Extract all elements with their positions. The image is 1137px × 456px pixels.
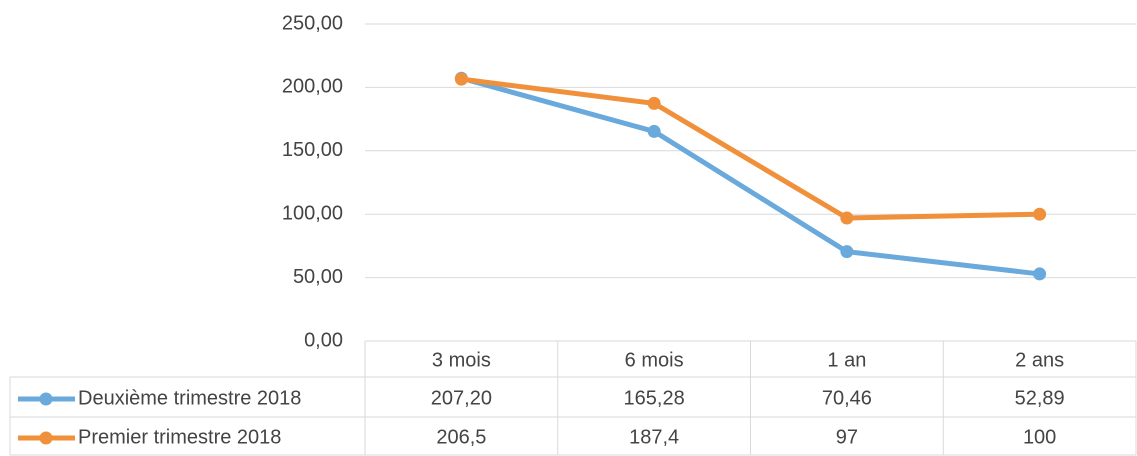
series-line	[461, 76, 1040, 221]
data-point	[840, 245, 854, 259]
y-tick-label: 0,00	[304, 329, 343, 351]
y-tick-label: 100,00	[282, 202, 343, 224]
table-value: 52,89	[1015, 387, 1065, 409]
data-point	[1033, 207, 1047, 221]
y-tick-label: 150,00	[282, 139, 343, 161]
table-value: 100	[1023, 426, 1056, 448]
table-value: 187,4	[629, 426, 679, 448]
data-point	[647, 96, 661, 110]
category-label: 1 an	[827, 349, 866, 371]
table-value: 97	[836, 426, 858, 448]
y-tick-label: 50,00	[293, 266, 343, 288]
series-line	[460, 75, 1040, 277]
y-tick-label: 200,00	[282, 76, 343, 98]
data-point	[840, 211, 854, 225]
table-value: 207,20	[431, 387, 492, 409]
data-point	[454, 72, 468, 86]
legend-label: Premier trimestre 2018	[78, 426, 281, 448]
table-value: 206,5	[436, 426, 486, 448]
legend-key	[39, 431, 53, 445]
legend-label: Deuxième trimestre 2018	[78, 387, 301, 409]
legend-key	[39, 392, 53, 406]
y-tick-label: 250,00	[282, 12, 343, 34]
category-label: 2 ans	[1015, 349, 1064, 371]
data-point	[647, 124, 661, 138]
data-point	[1033, 267, 1047, 281]
table-value: 165,28	[624, 387, 685, 409]
category-label: 3 mois	[432, 349, 491, 371]
table-value: 70,46	[822, 387, 872, 409]
category-label: 6 mois	[625, 349, 684, 371]
